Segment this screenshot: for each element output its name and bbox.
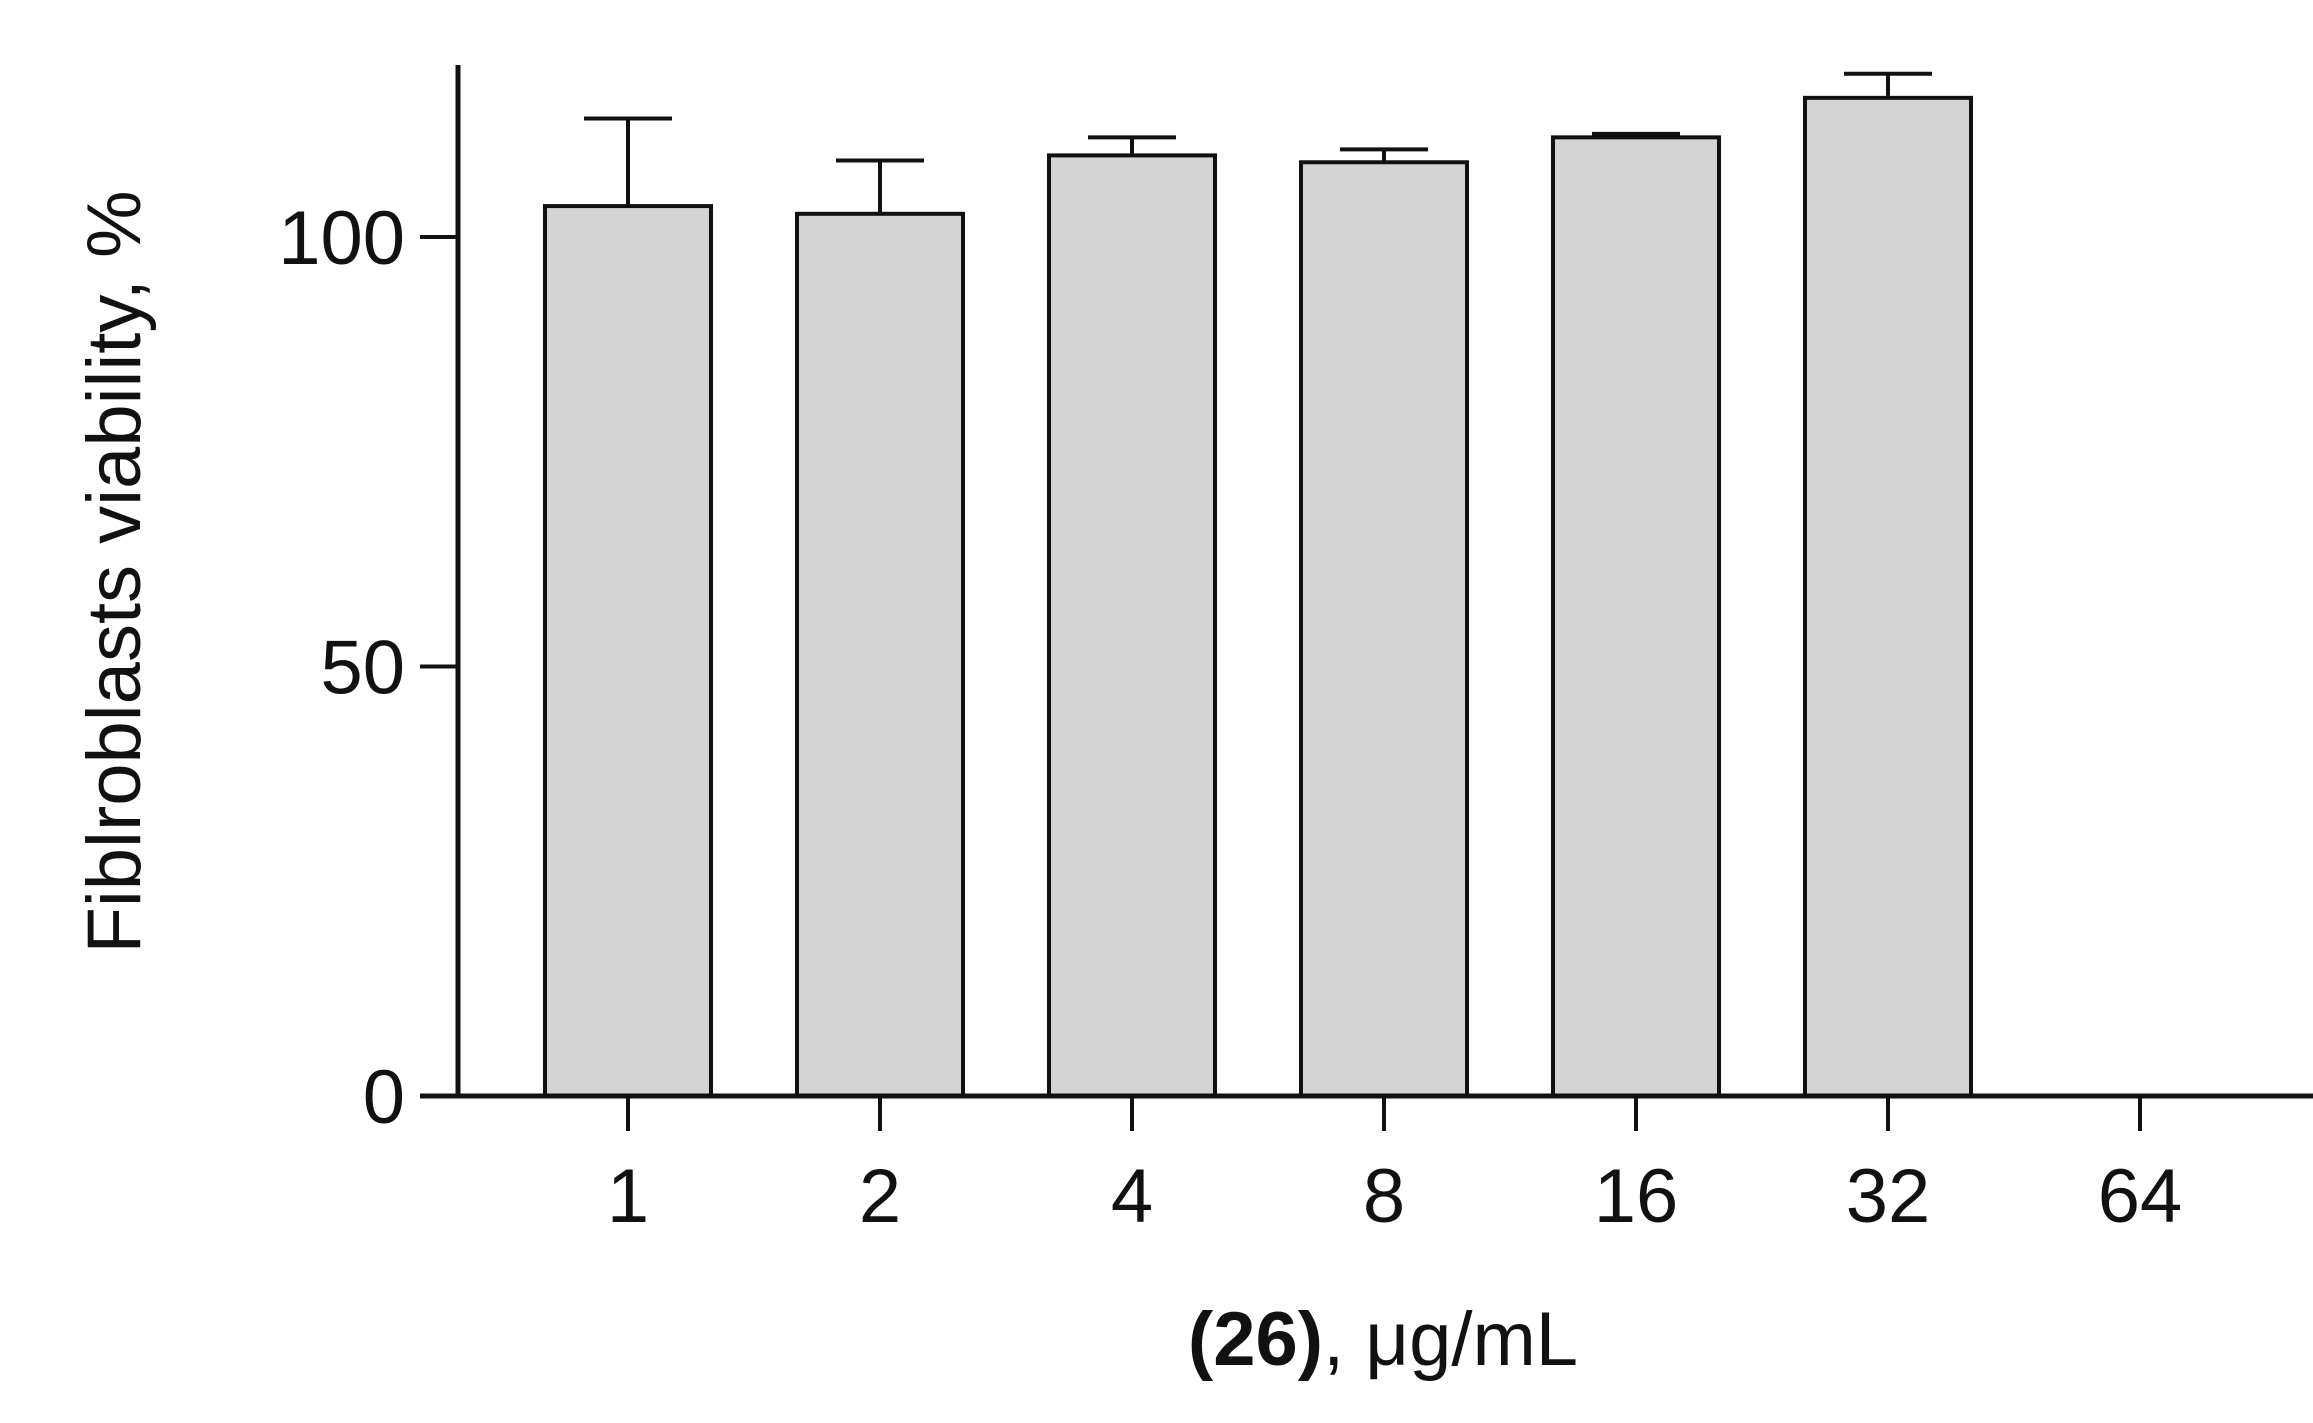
y-tick-label-50: 50 bbox=[320, 626, 405, 711]
x-tick-label-8: 8 bbox=[1363, 1154, 1405, 1239]
tick-labels-layer: 1 2 4 8 16 32 64 0 50 100 bbox=[278, 196, 2182, 1239]
y-tick-label-100: 100 bbox=[278, 196, 405, 281]
bar-4 bbox=[1047, 153, 1217, 1098]
x-tick-label-2: 2 bbox=[859, 1154, 901, 1239]
x-tick-label-64: 64 bbox=[2098, 1154, 2183, 1239]
x-tick-label-16: 16 bbox=[1594, 1154, 1679, 1239]
y-tick-label-0: 0 bbox=[363, 1055, 405, 1140]
bar-8 bbox=[1299, 160, 1469, 1098]
bar-2 bbox=[795, 211, 965, 1098]
x-tick-label-32: 32 bbox=[1846, 1154, 1931, 1239]
bar-1 bbox=[543, 204, 713, 1099]
bar-32 bbox=[1803, 95, 1973, 1099]
x-tick-label-4: 4 bbox=[1111, 1154, 1153, 1239]
bar-16 bbox=[1551, 135, 1721, 1098]
x-axis-title-unit: , μg/mL bbox=[1323, 1297, 1578, 1382]
bars-layer bbox=[543, 95, 1973, 1099]
axes-layer bbox=[420, 65, 2313, 1131]
x-axis-title-compound: (26) bbox=[1188, 1297, 1323, 1382]
y-axis-title: Fiblroblasts viability, % bbox=[72, 190, 157, 953]
x-axis-title: (26), μg/mL bbox=[1188, 1297, 1578, 1382]
x-tick-label-1: 1 bbox=[607, 1154, 649, 1239]
error-bars-layer bbox=[584, 71, 1932, 214]
